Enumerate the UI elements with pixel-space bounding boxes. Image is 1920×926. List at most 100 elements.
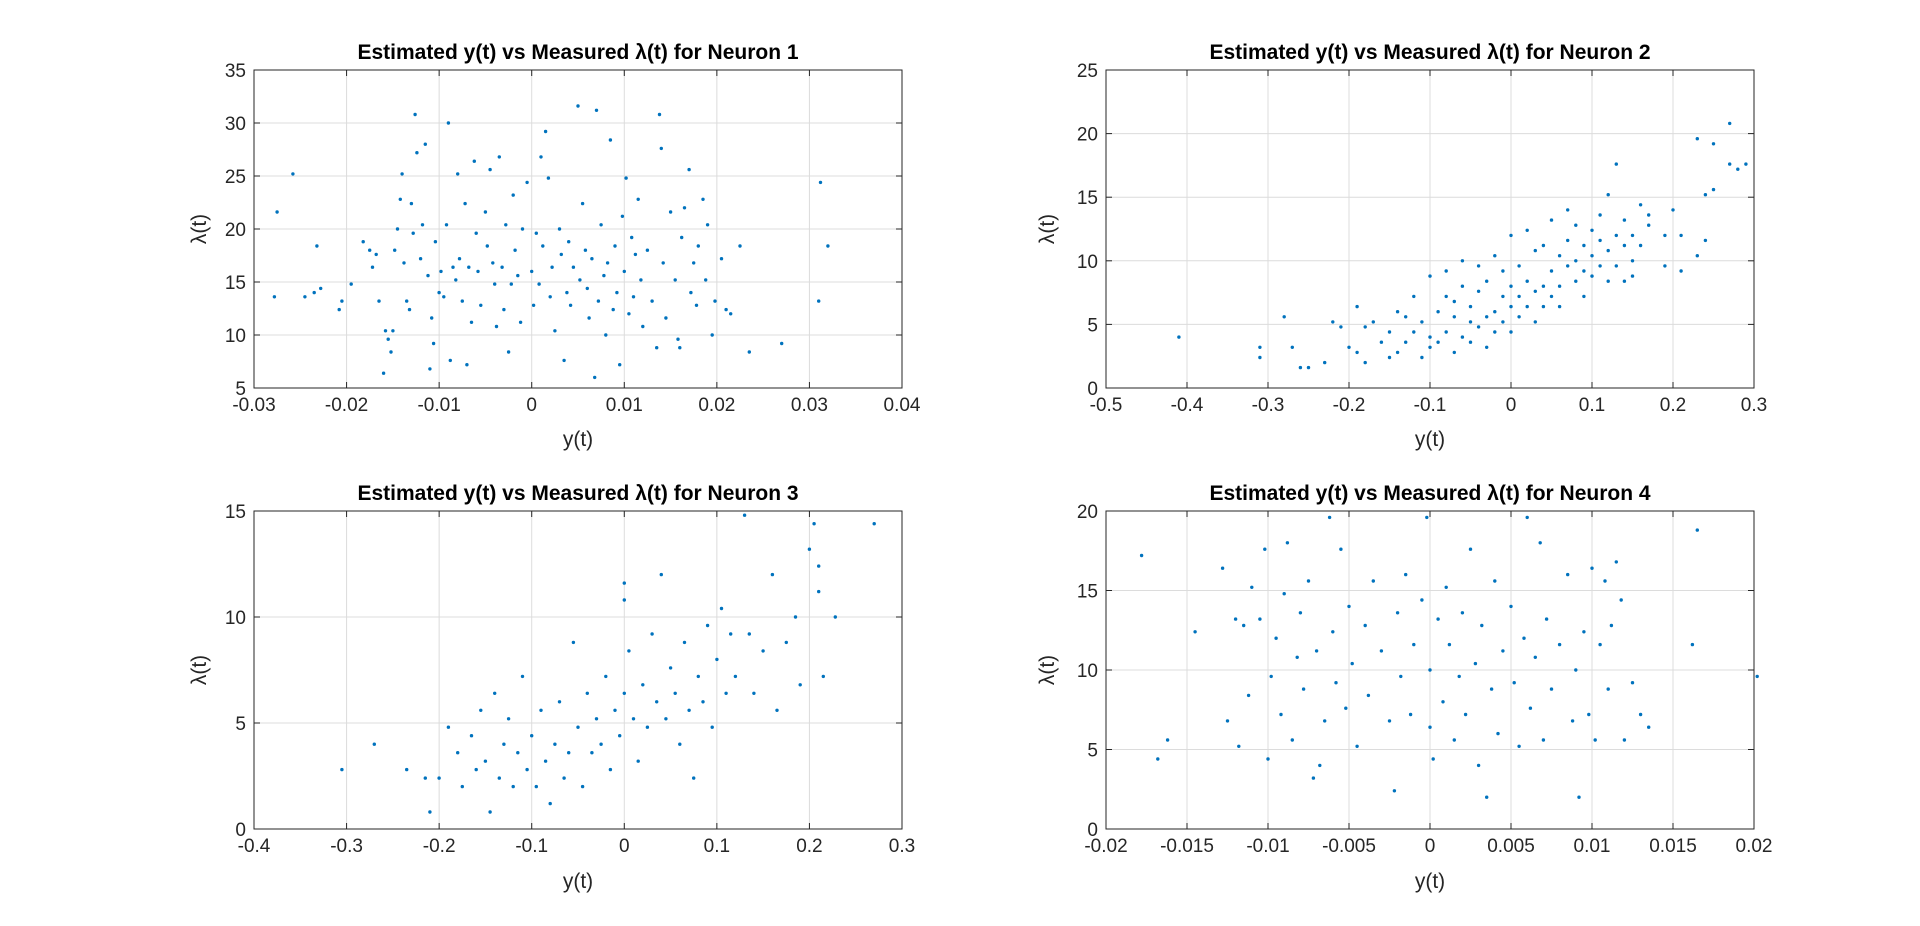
scatter-point — [525, 180, 529, 185]
scatter-point — [1193, 630, 1197, 634]
scatter-point — [645, 248, 650, 252]
x-tick-label: -0.1 — [515, 836, 548, 857]
x-axis-label: y(t) — [563, 428, 593, 451]
y-tick-labels: 5 10 15 20 25 30 35 — [225, 61, 246, 400]
scatter-point — [1663, 264, 1667, 268]
scatter-point — [1237, 744, 1241, 748]
x-tick-label: 0 — [619, 836, 630, 857]
scatter-point — [1598, 264, 1602, 268]
scatter-point — [1549, 218, 1554, 222]
y-tick-label: 15 — [225, 502, 246, 523]
scatter-point — [1590, 566, 1594, 570]
scatter-point — [1331, 630, 1335, 634]
scatter-point — [1436, 310, 1440, 314]
scatter-point — [368, 248, 372, 252]
scatter-point — [568, 303, 573, 307]
x-axis-label: y(t) — [1415, 870, 1445, 893]
scatter-point — [1647, 725, 1651, 729]
scatter-point — [1387, 330, 1392, 334]
scatter-point — [747, 632, 751, 636]
scatter-point — [567, 751, 571, 755]
scatter-point — [370, 265, 375, 269]
scatter-point — [1557, 642, 1562, 647]
x-tick-labels: -0.5 -0.4 -0.3 -0.2 -0.1 0 0.1 0.2 0.3 — [1090, 395, 1768, 416]
scatter-point — [337, 307, 341, 312]
scatter-point — [687, 167, 691, 172]
y-tick-label: 10 — [1077, 661, 1098, 682]
scatter-point — [636, 759, 640, 763]
scatter-point — [1355, 304, 1359, 309]
scatter-point — [627, 649, 631, 653]
scatter-point — [1603, 579, 1607, 583]
scatter-point — [1363, 360, 1367, 365]
x-tick-label: -0.005 — [1322, 836, 1376, 857]
scatter-point — [622, 581, 626, 585]
y-tick-label: 30 — [225, 114, 246, 135]
scatter-point — [460, 784, 464, 789]
scatter-point — [645, 725, 650, 729]
scatter-point — [1606, 248, 1610, 253]
scatter-point — [590, 751, 594, 755]
scatter-point — [1399, 674, 1403, 679]
scatter-point — [1711, 187, 1716, 192]
scatter-point — [398, 197, 402, 201]
scatter-point — [361, 240, 365, 244]
x-tick-label: -0.4 — [1171, 395, 1204, 416]
scatter-point — [386, 337, 390, 341]
scatter-point — [516, 751, 520, 755]
scatter-point — [497, 155, 501, 159]
scatter-point — [511, 193, 515, 197]
chart-title: Estimated y(t) vs Measured λ(t) for Neur… — [1209, 41, 1650, 64]
scatter-point — [1582, 294, 1586, 299]
scatter-point — [559, 252, 563, 257]
scatter-point — [793, 615, 798, 619]
scatter-point — [418, 257, 423, 261]
scatter-point — [1711, 142, 1716, 146]
scatter-point — [451, 265, 455, 269]
scatter-point — [1156, 757, 1160, 761]
scatter-point — [1395, 611, 1400, 615]
scatter-point — [1755, 674, 1759, 679]
scatter-point — [1574, 223, 1578, 227]
scatter-point — [710, 725, 714, 729]
scatter-point — [1582, 630, 1586, 634]
scatter-point — [1379, 649, 1384, 653]
scatter-point — [1614, 264, 1619, 268]
scatter-point — [1744, 162, 1748, 166]
scatter-point — [689, 290, 693, 295]
scatter-point — [713, 299, 717, 303]
scatter-point — [583, 248, 588, 252]
scatter-point — [696, 674, 700, 679]
scatter-point — [543, 759, 548, 763]
scatter-point — [1614, 233, 1619, 238]
scatter-point — [1242, 623, 1246, 628]
scatter-point — [1476, 763, 1481, 768]
scatter-point — [405, 299, 409, 303]
scatter-point — [608, 767, 613, 772]
scatter-point — [511, 784, 515, 789]
scatter-point — [1690, 642, 1695, 647]
x-tick-label: -0.015 — [1160, 836, 1214, 857]
scatter-point — [1606, 193, 1610, 197]
scatter-point — [1533, 320, 1538, 324]
scatter-point — [1593, 738, 1597, 742]
scatter-point — [1509, 604, 1513, 609]
y-tick-label: 0 — [235, 820, 246, 841]
scatter-point — [1630, 259, 1635, 263]
subplot-neuron-1: -0.03 -0.02 -0.01 0 0.01 0.02 0.03 0.04 5 10 15 20… — [188, 41, 921, 451]
scatter-point — [1598, 642, 1602, 647]
y-tick-label: 25 — [1077, 61, 1098, 82]
scatter-point — [1290, 345, 1295, 349]
scatter-point — [509, 282, 513, 286]
scatter-point — [488, 167, 492, 172]
scatter-point — [395, 227, 400, 231]
scatter-point — [1566, 208, 1570, 212]
scatter-point — [1587, 712, 1591, 717]
subplot-neuron-3: -0.4 -0.3 -0.2 -0.1 0 0.1 0.2 0.3 0 5 10 15 Estima… — [188, 482, 915, 893]
y-tick-label: 35 — [225, 61, 246, 82]
scatter-point — [428, 810, 432, 814]
scatter-point — [530, 269, 534, 274]
scatter-point — [525, 767, 529, 772]
scatter-point — [565, 290, 569, 295]
scatter-point — [1165, 738, 1170, 742]
